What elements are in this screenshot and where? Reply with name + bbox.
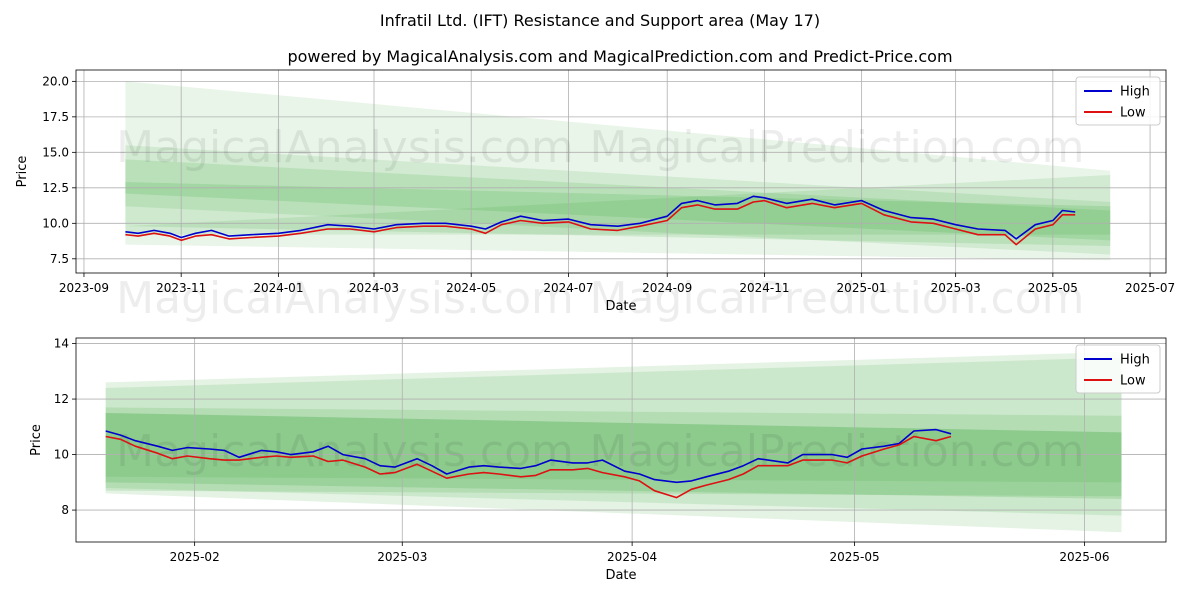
plot-frame	[75, 69, 1167, 274]
legend-label-high: High	[1120, 85, 1150, 100]
watermark-prediction: MagicalPrediction.com	[590, 273, 1085, 324]
y-tick-label: 10.0	[42, 216, 69, 230]
x-tick-label: 2025-04	[607, 550, 657, 564]
series-line-low	[125, 199, 1076, 246]
axes-group: 2023-09 2023-11 2024-01 2024-03 2024-05 2024-…	[15, 69, 1175, 314]
watermark-analysis: MagicalAnalysis.com	[116, 273, 574, 324]
resistance-support-band	[125, 145, 1111, 255]
x-tick-label: 2025-03	[931, 281, 981, 295]
plot-frame	[75, 337, 1167, 543]
y-tick-label: 8	[61, 503, 69, 517]
watermark-prediction: MagicalPrediction.com	[590, 122, 1085, 173]
resistance-support-band	[125, 81, 1111, 261]
x-tick-label: 2024-07	[543, 281, 593, 295]
legend-label-high: High	[1120, 353, 1150, 368]
y-tick-label: 12.5	[42, 181, 69, 195]
chart-bottom: MagicalAnalysis.com MagicalPrediction.co…	[29, 337, 1167, 583]
x-tick-label: 2024-01	[253, 281, 303, 295]
chart-top: MagicalAnalysis.com MagicalPrediction.co…	[15, 69, 1175, 324]
y-tick-label: 17.5	[42, 110, 69, 124]
watermark-group: MagicalAnalysis.com MagicalPrediction.co…	[116, 122, 1084, 324]
band-group	[105, 351, 1122, 533]
grid-group	[76, 338, 1166, 542]
x-tick-label: 2025-05	[1028, 281, 1078, 295]
x-tick-label: 2025-02	[170, 550, 220, 564]
x-axis-label: Date	[605, 568, 636, 583]
resistance-support-band	[105, 412, 1122, 499]
x-tick-label: 2025-03	[377, 550, 427, 564]
x-axis-label: Date	[605, 299, 636, 314]
x-tick-label: 2023-09	[59, 281, 109, 295]
watermark-prediction: MagicalPrediction.com	[590, 426, 1085, 477]
resistance-support-band	[105, 357, 1122, 516]
y-tick-label: 14	[54, 337, 69, 351]
watermark-analysis: MagicalAnalysis.com	[116, 426, 574, 477]
y-axis-label: Price	[15, 156, 30, 188]
x-tick-label: 2024-05	[446, 281, 496, 295]
series-line-high	[105, 428, 952, 484]
axes-group: 2025-02 2025-03 2025-04 2025-05 2025-06 8 10 12…	[29, 337, 1167, 583]
watermark-analysis: MagicalAnalysis.com	[116, 122, 574, 173]
figure-subtitle: powered by MagicalAnalysis.com and Magic…	[287, 47, 952, 66]
y-axis-label: Price	[29, 424, 44, 456]
x-tick-label: 2023-11	[156, 281, 206, 295]
x-tick-label: 2025-07	[1125, 281, 1175, 295]
y-tick-label: 7.5	[50, 252, 69, 266]
y-tick-label: 15.0	[42, 145, 69, 159]
resistance-support-band	[125, 182, 1111, 241]
resistance-support-band	[125, 159, 1111, 247]
x-tick-label: 2024-11	[739, 281, 789, 295]
legend-label-low: Low	[1120, 374, 1146, 389]
series-line-low	[105, 435, 952, 499]
x-tick-label: 2024-09	[642, 281, 692, 295]
grid-group	[76, 70, 1166, 273]
y-tick-label: 12	[54, 392, 69, 406]
series-line-high	[125, 195, 1076, 240]
y-tick-label: 10	[54, 448, 69, 462]
band-group	[125, 81, 1111, 261]
resistance-support-band	[125, 175, 1111, 235]
watermark-group: MagicalAnalysis.com MagicalPrediction.co…	[116, 426, 1084, 477]
x-tick-label: 2025-05	[830, 550, 880, 564]
x-tick-label: 2025-01	[837, 281, 887, 295]
legend: High Low	[1075, 344, 1161, 394]
legend-label-low: Low	[1120, 106, 1146, 121]
x-tick-label: 2024-03	[349, 281, 399, 295]
y-tick-label: 20.0	[42, 74, 69, 88]
figure-title: Infratil Ltd. (IFT) Resistance and Suppo…	[380, 11, 820, 30]
legend: High Low	[1075, 76, 1161, 126]
series-group	[105, 428, 952, 499]
series-group	[125, 195, 1076, 246]
resistance-support-band	[105, 351, 1122, 533]
resistance-support-band	[105, 407, 1122, 497]
x-tick-label: 2025-06	[1059, 550, 1109, 564]
